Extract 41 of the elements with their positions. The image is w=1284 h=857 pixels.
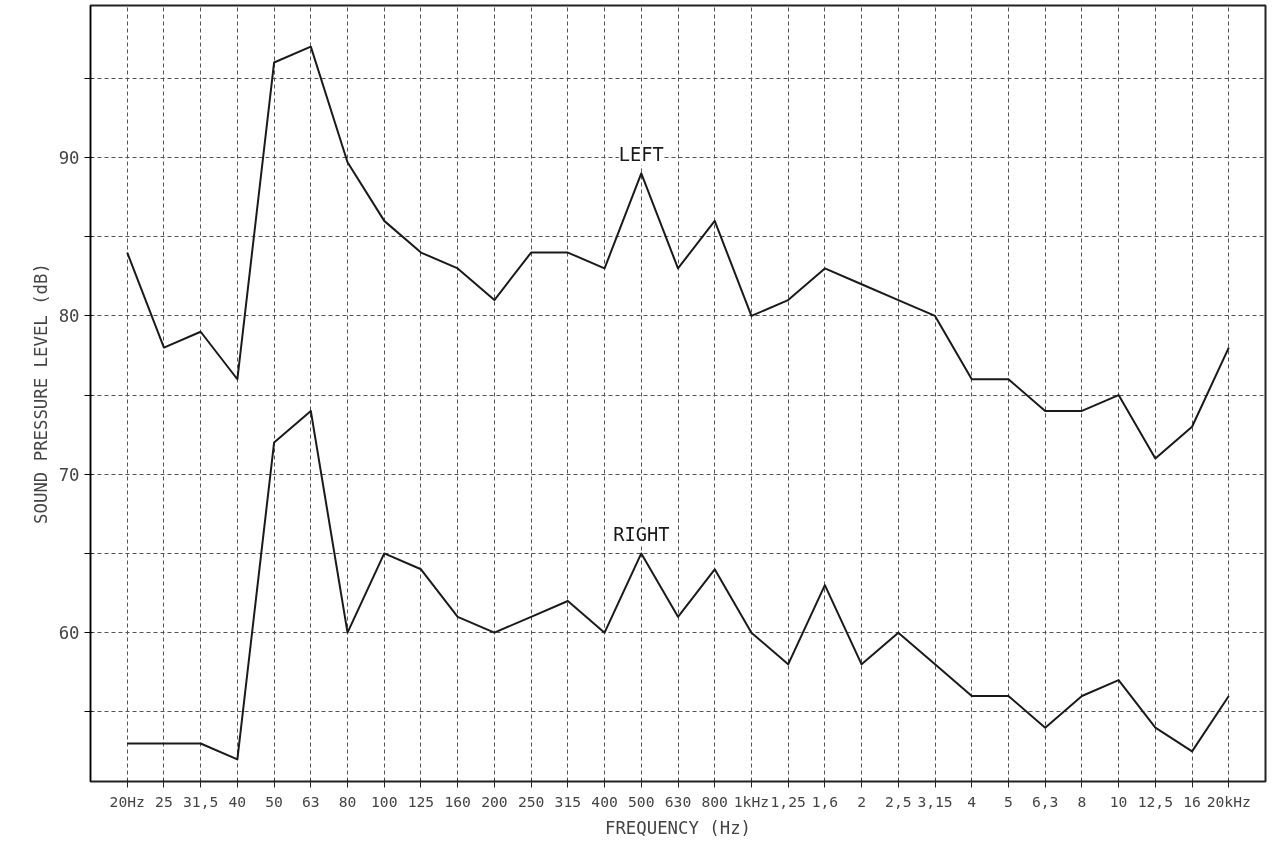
line-series: [126, 45, 1230, 460]
x-tick-label: 160: [444, 792, 471, 810]
y-tick-label: 70: [58, 464, 80, 485]
x-tick-label: 8: [1077, 792, 1087, 810]
x-tick-label: 800: [701, 792, 728, 810]
y-tick-label: 60: [58, 623, 80, 644]
x-tick-label: 50: [265, 792, 283, 810]
x-tick-label: 31,5: [183, 792, 219, 810]
x-tick-label: 250: [517, 792, 545, 810]
x-tick-label: 125: [407, 792, 435, 810]
x-tick-label: 400: [591, 792, 618, 810]
x-tick-label: 200: [481, 792, 508, 810]
x-tick-label: 315: [554, 792, 582, 810]
x-tick-label: 1kHz: [733, 792, 770, 810]
x-axis-title: FREQUENCY (Hz): [604, 817, 752, 838]
series-label: LEFT: [618, 144, 664, 166]
x-tick-label: 12,5: [1137, 792, 1173, 810]
y-axis-title: SOUND PRESSURE LEVEL (dB): [30, 263, 51, 524]
x-tick-label: 6,3: [1031, 792, 1059, 810]
x-tick-label: 3,15: [917, 792, 953, 810]
x-tick-label: 25: [155, 792, 173, 810]
x-tick-label: 1,25: [770, 792, 806, 810]
x-tick-label: 5: [1004, 792, 1013, 810]
x-tick-label: 63: [301, 792, 320, 810]
x-tick-label: 1,6: [811, 792, 839, 810]
x-tick-label: 10: [1109, 792, 1128, 810]
x-tick-label: 2: [857, 792, 867, 810]
y-tick-label: 80: [58, 306, 80, 327]
line-series: [126, 409, 1230, 761]
x-tick-label: 100: [371, 792, 398, 810]
series-label: RIGHT: [613, 524, 670, 546]
x-tick-label: 16: [1183, 792, 1201, 810]
x-tick-label: 4: [967, 792, 977, 810]
x-tick-label: 2,5: [885, 792, 912, 810]
x-tick-label: 40: [228, 792, 247, 810]
x-tick-label: 80: [338, 792, 357, 810]
x-tick-label: 20Hz: [109, 792, 145, 810]
x-tick-label: 630: [664, 792, 692, 810]
x-tick-label: 20kHz: [1206, 792, 1251, 810]
x-tick-label: 500: [628, 792, 655, 810]
y-tick-label: 90: [58, 148, 80, 169]
